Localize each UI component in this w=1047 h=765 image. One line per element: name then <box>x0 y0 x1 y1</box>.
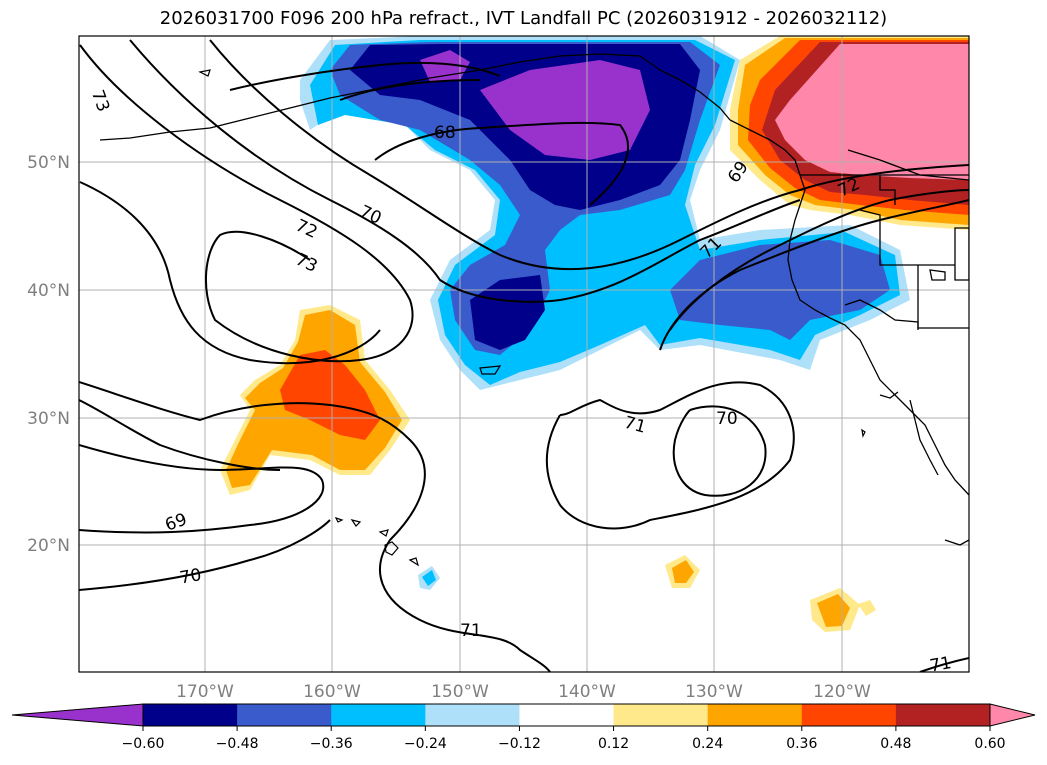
lon-label: 150°W <box>431 682 489 702</box>
contour-label: 70 <box>716 409 738 429</box>
lat-label: 20°N <box>27 536 70 556</box>
colorbar-tick-label: −0.60 <box>122 736 165 752</box>
colorbar-swatch <box>143 704 238 726</box>
colorbar-tick-label: 0.12 <box>598 736 629 752</box>
lon-label: 120°W <box>813 682 871 702</box>
lon-label: 130°W <box>685 682 743 702</box>
contour-label: 70 <box>178 565 203 588</box>
plot-frame <box>78 35 970 673</box>
contour-lines <box>79 39 969 672</box>
negative-anomaly-region <box>300 36 910 390</box>
colorbar-tick-label: −0.48 <box>216 736 259 752</box>
longitude-labels: 170°W 160°W 150°W 140°W 130°W 120°W <box>176 682 871 702</box>
lon-label: 160°W <box>303 682 361 702</box>
colorbar-extend-high <box>989 703 1036 727</box>
positive-anomaly-subtropical <box>220 305 876 632</box>
colorbar-swatch <box>895 704 991 726</box>
colorbar-swatch <box>707 704 803 726</box>
positive-anomaly-coastal <box>730 36 969 230</box>
colorbar-swatch <box>331 704 426 726</box>
contour-label: 71 <box>928 653 953 676</box>
graticule <box>79 36 969 672</box>
lat-label: 50°N <box>27 153 70 173</box>
colorbar-swatch <box>613 704 709 726</box>
colorbar-swatch <box>425 704 520 726</box>
lon-label: 170°W <box>176 682 234 702</box>
map-title: 2026031700 F096 200 hPa refract., IVT La… <box>159 8 888 29</box>
contour-label: 68 <box>434 123 456 143</box>
colorbar-tick-label: −0.24 <box>404 736 447 752</box>
contour-label: 71 <box>460 621 482 641</box>
colorbar-swatch <box>519 704 615 726</box>
islands <box>198 69 866 567</box>
colorbar: −0.60 −0.48 −0.36 −0.24 −0.12 0.12 0.24 0.36 0.4… <box>11 703 1036 752</box>
colorbar-tick-label: −0.12 <box>498 736 541 752</box>
colorbar-swatch <box>801 704 897 726</box>
colorbar-tick-label: 0.60 <box>974 736 1005 752</box>
colorbar-tick-label: 0.48 <box>880 736 911 752</box>
lon-label: 140°W <box>558 682 616 702</box>
lat-label: 30°N <box>27 409 70 429</box>
colorbar-outline <box>142 703 991 727</box>
colorbar-swatch <box>237 704 332 726</box>
colorbar-extend-low <box>11 703 144 727</box>
colorbar-tick-label: −0.36 <box>310 736 353 752</box>
latitude-labels: 50°N 40°N 30°N 20°N <box>27 153 70 556</box>
coastlines <box>99 53 969 546</box>
colorbar-tick-label: 0.24 <box>692 736 723 752</box>
lat-label: 40°N <box>27 281 70 301</box>
colorbar-tick-label: 0.36 <box>786 736 817 752</box>
